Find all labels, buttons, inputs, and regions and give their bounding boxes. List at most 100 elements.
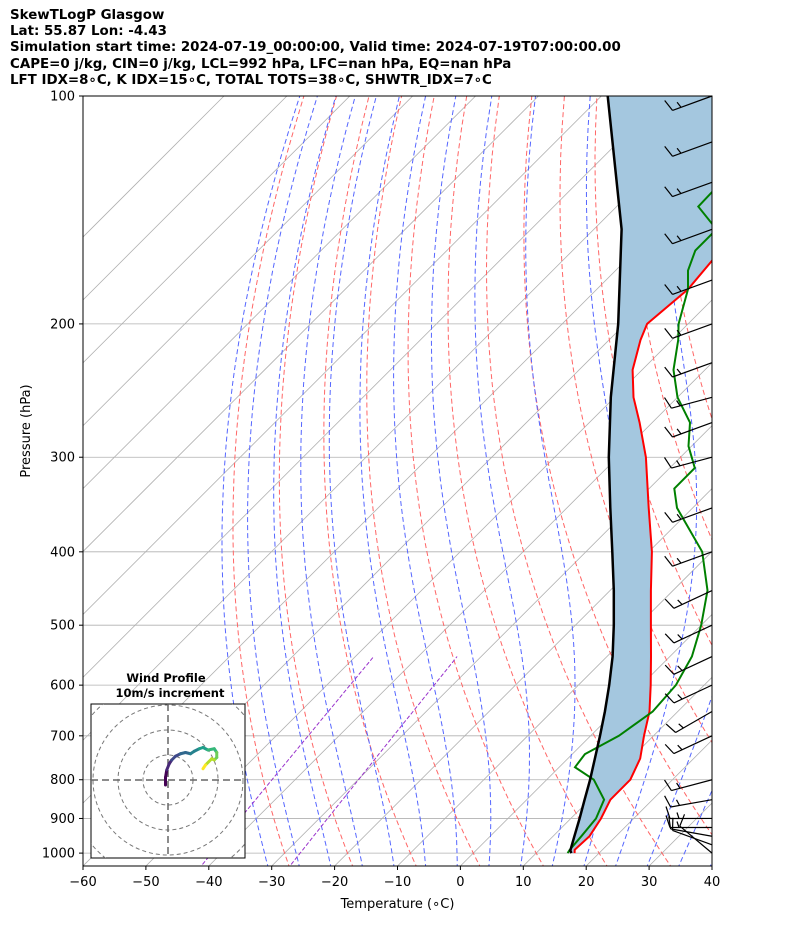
x-tick-label: 0 [456, 875, 464, 890]
moist-adiabat [328, 96, 395, 866]
wind-barb [664, 507, 713, 523]
wind-barb [664, 95, 713, 111]
y-tick-label: 300 [50, 451, 75, 466]
wind-barb [664, 795, 713, 808]
y-tick-label: 900 [50, 812, 75, 827]
dry-adiabat [447, 96, 608, 866]
x-axis-label: Temperature (∘C) [340, 897, 455, 912]
hodograph-area [91, 704, 245, 858]
moist-adiabat [300, 96, 363, 866]
x-tick-label: 10 [515, 875, 532, 890]
moist-adiabat [221, 96, 301, 866]
moist-adiabat [393, 96, 458, 866]
temperature-profile [573, 259, 712, 854]
moist-adiabat [247, 96, 318, 866]
wind-barb [664, 735, 713, 755]
wind-barb [664, 362, 713, 378]
moist-adiabat [525, 96, 576, 866]
y-tick-label: 700 [50, 729, 75, 744]
isotherm-line [208, 362, 712, 866]
moist-adiabat [615, 96, 698, 866]
wind-barb [665, 815, 713, 829]
moist-adiabat [430, 96, 492, 866]
x-tick-label: −20 [321, 875, 348, 890]
wind-barb [664, 422, 713, 438]
wind-barb [664, 279, 713, 295]
wind-barb [679, 814, 713, 854]
x-tick-label: −60 [69, 875, 96, 890]
parcel-profile [568, 96, 623, 854]
isotherm-line [83, 96, 476, 490]
wind-barb [664, 624, 713, 644]
inset-title: Wind Profile [126, 671, 206, 685]
y-tick-label: 400 [50, 545, 75, 560]
x-tick-label: −40 [195, 875, 222, 890]
dry-adiabat [278, 96, 354, 866]
wind-barb [664, 590, 713, 609]
isotherm-line [334, 488, 712, 866]
dry-adiabat [232, 96, 305, 866]
dry-adiabat [323, 96, 417, 866]
y-axis-label: Pressure (hPa) [19, 384, 34, 477]
y-tick-label: 800 [50, 773, 75, 788]
wind-barb [664, 228, 713, 245]
plot-area [83, 96, 794, 869]
isotherm-line [711, 865, 712, 866]
parameters-line: CAPE=0 j/kg, CIN=0 j/kg, LCL=992 hPa, LF… [10, 57, 512, 72]
x-tick-label: 30 [641, 875, 658, 890]
moist-adiabat [273, 96, 337, 866]
mixing-ratio-line [289, 656, 458, 866]
dry-adiabat [485, 96, 672, 866]
dry-adiabat [407, 96, 544, 866]
wind-barb [663, 396, 713, 409]
isotherm-line [145, 299, 712, 866]
wind-barb [664, 141, 713, 157]
y-tick-label: 100 [50, 90, 75, 105]
isotherm-line [83, 110, 712, 741]
indices-line: LFT IDX=8∘C, K IDX=15∘C, TOTAL TOTS=38∘C… [10, 73, 492, 88]
moist-adiabat [709, 861, 712, 866]
isotherm-line [83, 96, 539, 553]
wind-barb [664, 181, 713, 198]
wind-barb [664, 323, 713, 339]
wind-barb [671, 817, 713, 846]
x-tick-label: −10 [384, 875, 411, 890]
wind-barb [664, 655, 713, 675]
wind-barb [663, 456, 713, 469]
isotherm-line [271, 425, 712, 866]
moist-adiabat [474, 96, 531, 866]
wind-barb [665, 710, 713, 734]
isotherm-line [83, 96, 602, 615]
moist-adiabat [678, 789, 712, 866]
wind-barb [664, 684, 713, 704]
isotherm-line [83, 96, 225, 238]
mixing-ratio-line [200, 656, 375, 866]
x-tick-label: −50 [132, 875, 159, 890]
dry-adiabat [727, 96, 794, 869]
isotherm-line [83, 96, 665, 678]
x-tick-label: −30 [258, 875, 285, 890]
wind-barb [664, 551, 713, 567]
isotherm-line [83, 96, 413, 427]
dewpoint-profile [566, 190, 712, 854]
chart-title: SkewTLogP Glasgow [10, 8, 165, 23]
time-line: Simulation start time: 2024-07-19_00:00:… [10, 40, 621, 55]
x-tick-label: 40 [704, 875, 721, 890]
dry-adiabat [559, 96, 712, 744]
moist-adiabat [646, 694, 712, 866]
y-tick-label: 500 [50, 619, 75, 634]
x-tick-label: 20 [578, 875, 595, 890]
cin-shading [570, 96, 712, 854]
y-tick-label: 600 [50, 679, 75, 694]
wind-barb [663, 779, 713, 792]
isotherm-line [83, 96, 351, 364]
isotherm-line [460, 613, 712, 866]
y-tick-label: 1000 [42, 847, 75, 862]
dry-adiabat [760, 96, 794, 869]
hodograph-segment [201, 763, 207, 771]
isotherm-line [397, 550, 712, 866]
dry-adiabat [661, 96, 712, 421]
moist-adiabat [359, 96, 427, 866]
dry-adiabat [366, 96, 481, 866]
